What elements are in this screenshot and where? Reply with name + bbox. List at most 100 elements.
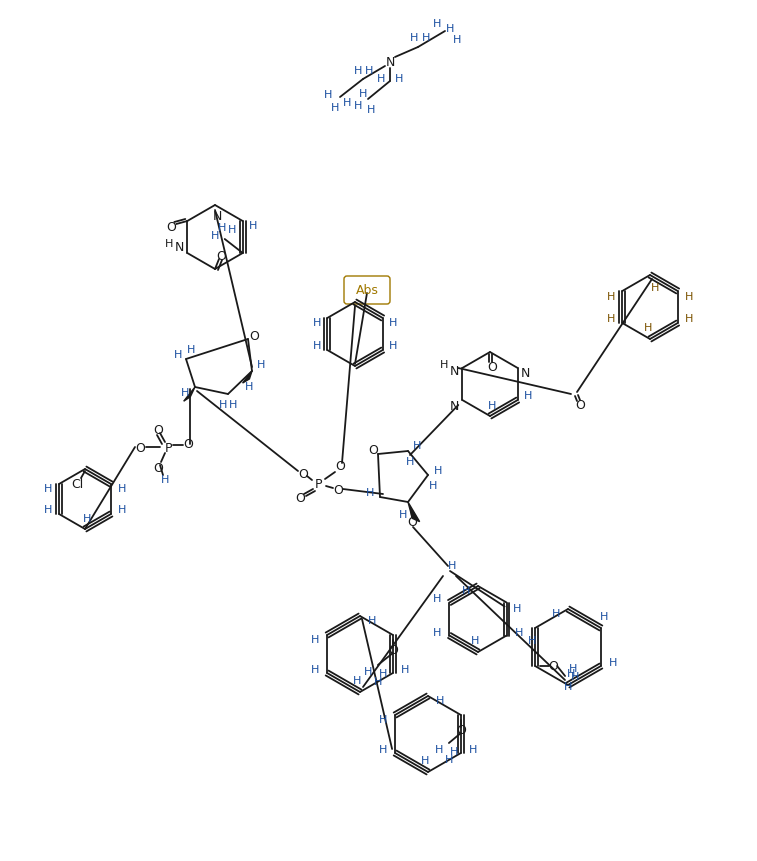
Text: H: H [428,480,438,491]
Text: H: H [444,754,453,764]
Text: O: O [487,360,497,373]
Text: H: H [446,24,454,34]
Text: O: O [167,220,176,233]
Text: H: H [569,663,578,673]
Text: H: H [488,400,496,411]
Text: H: H [257,360,265,369]
Text: H: H [313,341,322,350]
Text: H: H [422,33,430,43]
Text: O: O [333,483,343,496]
Text: O: O [388,644,398,657]
Text: H: H [564,681,572,691]
Text: N: N [175,240,184,253]
Text: H: H [524,391,532,400]
Text: H: H [217,223,226,232]
Text: H: H [377,74,385,84]
Text: H: H [512,604,521,614]
Text: H: H [684,292,693,301]
Text: H: H [245,381,253,392]
Polygon shape [242,372,252,384]
Text: N: N [212,209,222,222]
Text: H: H [528,635,536,645]
Text: H: H [228,225,236,235]
Text: H: H [311,635,319,644]
Text: H: H [515,627,523,637]
Text: H: H [118,505,126,514]
Text: H: H [643,323,653,332]
Text: H: H [448,561,456,570]
Text: H: H [331,102,339,113]
Text: N: N [450,399,459,412]
Text: H: H [434,466,442,475]
Text: H: H [229,400,237,410]
Text: H: H [436,695,444,705]
Text: O: O [368,443,378,456]
Text: H: H [651,282,659,293]
Text: O: O [153,461,163,474]
Text: H: H [374,676,382,686]
Text: O: O [335,460,345,473]
Text: O: O [295,492,305,505]
Text: Abs: Abs [356,283,378,296]
Text: N: N [521,366,531,379]
Text: H: H [600,611,608,622]
Text: H: H [388,318,397,328]
Polygon shape [184,387,195,402]
Text: H: H [165,238,173,249]
Text: H: H [210,231,219,241]
Polygon shape [408,503,419,522]
Text: H: H [187,344,195,355]
Text: H: H [83,513,91,523]
Text: O: O [548,660,558,672]
Text: H: H [118,483,126,493]
Text: H: H [353,675,361,685]
Text: O: O [249,329,259,342]
Text: O: O [153,423,163,436]
Text: H: H [440,360,448,369]
Text: H: H [609,657,617,667]
Text: H: H [400,664,409,674]
Text: H: H [219,400,227,410]
Text: H: H [359,89,367,99]
Text: H: H [363,666,372,676]
Text: H: H [433,627,441,637]
Text: H: H [453,35,461,45]
Text: H: H [469,744,477,754]
Text: H: H [368,616,376,625]
Text: H: H [450,746,458,756]
Text: O: O [298,468,308,481]
Text: H: H [366,487,374,498]
Text: H: H [160,474,169,485]
Text: O: O [456,723,466,737]
Text: O: O [135,441,145,454]
Text: H: H [607,313,615,324]
Text: H: H [684,313,693,324]
Text: H: H [174,350,182,360]
Text: P: P [164,441,172,454]
Text: H: H [462,585,470,595]
Text: O: O [216,249,226,263]
Text: H: H [433,19,441,29]
Text: H: H [421,755,429,765]
Text: H: H [379,714,388,724]
Text: O: O [183,438,193,451]
Text: H: H [399,510,407,519]
Text: H: H [181,387,189,398]
Text: H: H [435,744,443,754]
Text: O: O [407,516,417,529]
Text: H: H [378,668,387,678]
Text: H: H [433,594,441,604]
FancyBboxPatch shape [344,276,390,305]
Text: H: H [354,101,362,111]
Text: N: N [450,364,459,377]
Text: N: N [385,55,394,68]
Text: H: H [343,98,351,108]
Text: H: H [607,292,615,301]
Text: P: P [314,478,322,491]
Text: H: H [552,608,560,618]
Text: H: H [354,66,362,76]
Text: H: H [571,672,579,681]
Text: Cl: Cl [71,477,83,490]
Text: H: H [379,744,388,754]
Text: H: H [395,74,403,84]
